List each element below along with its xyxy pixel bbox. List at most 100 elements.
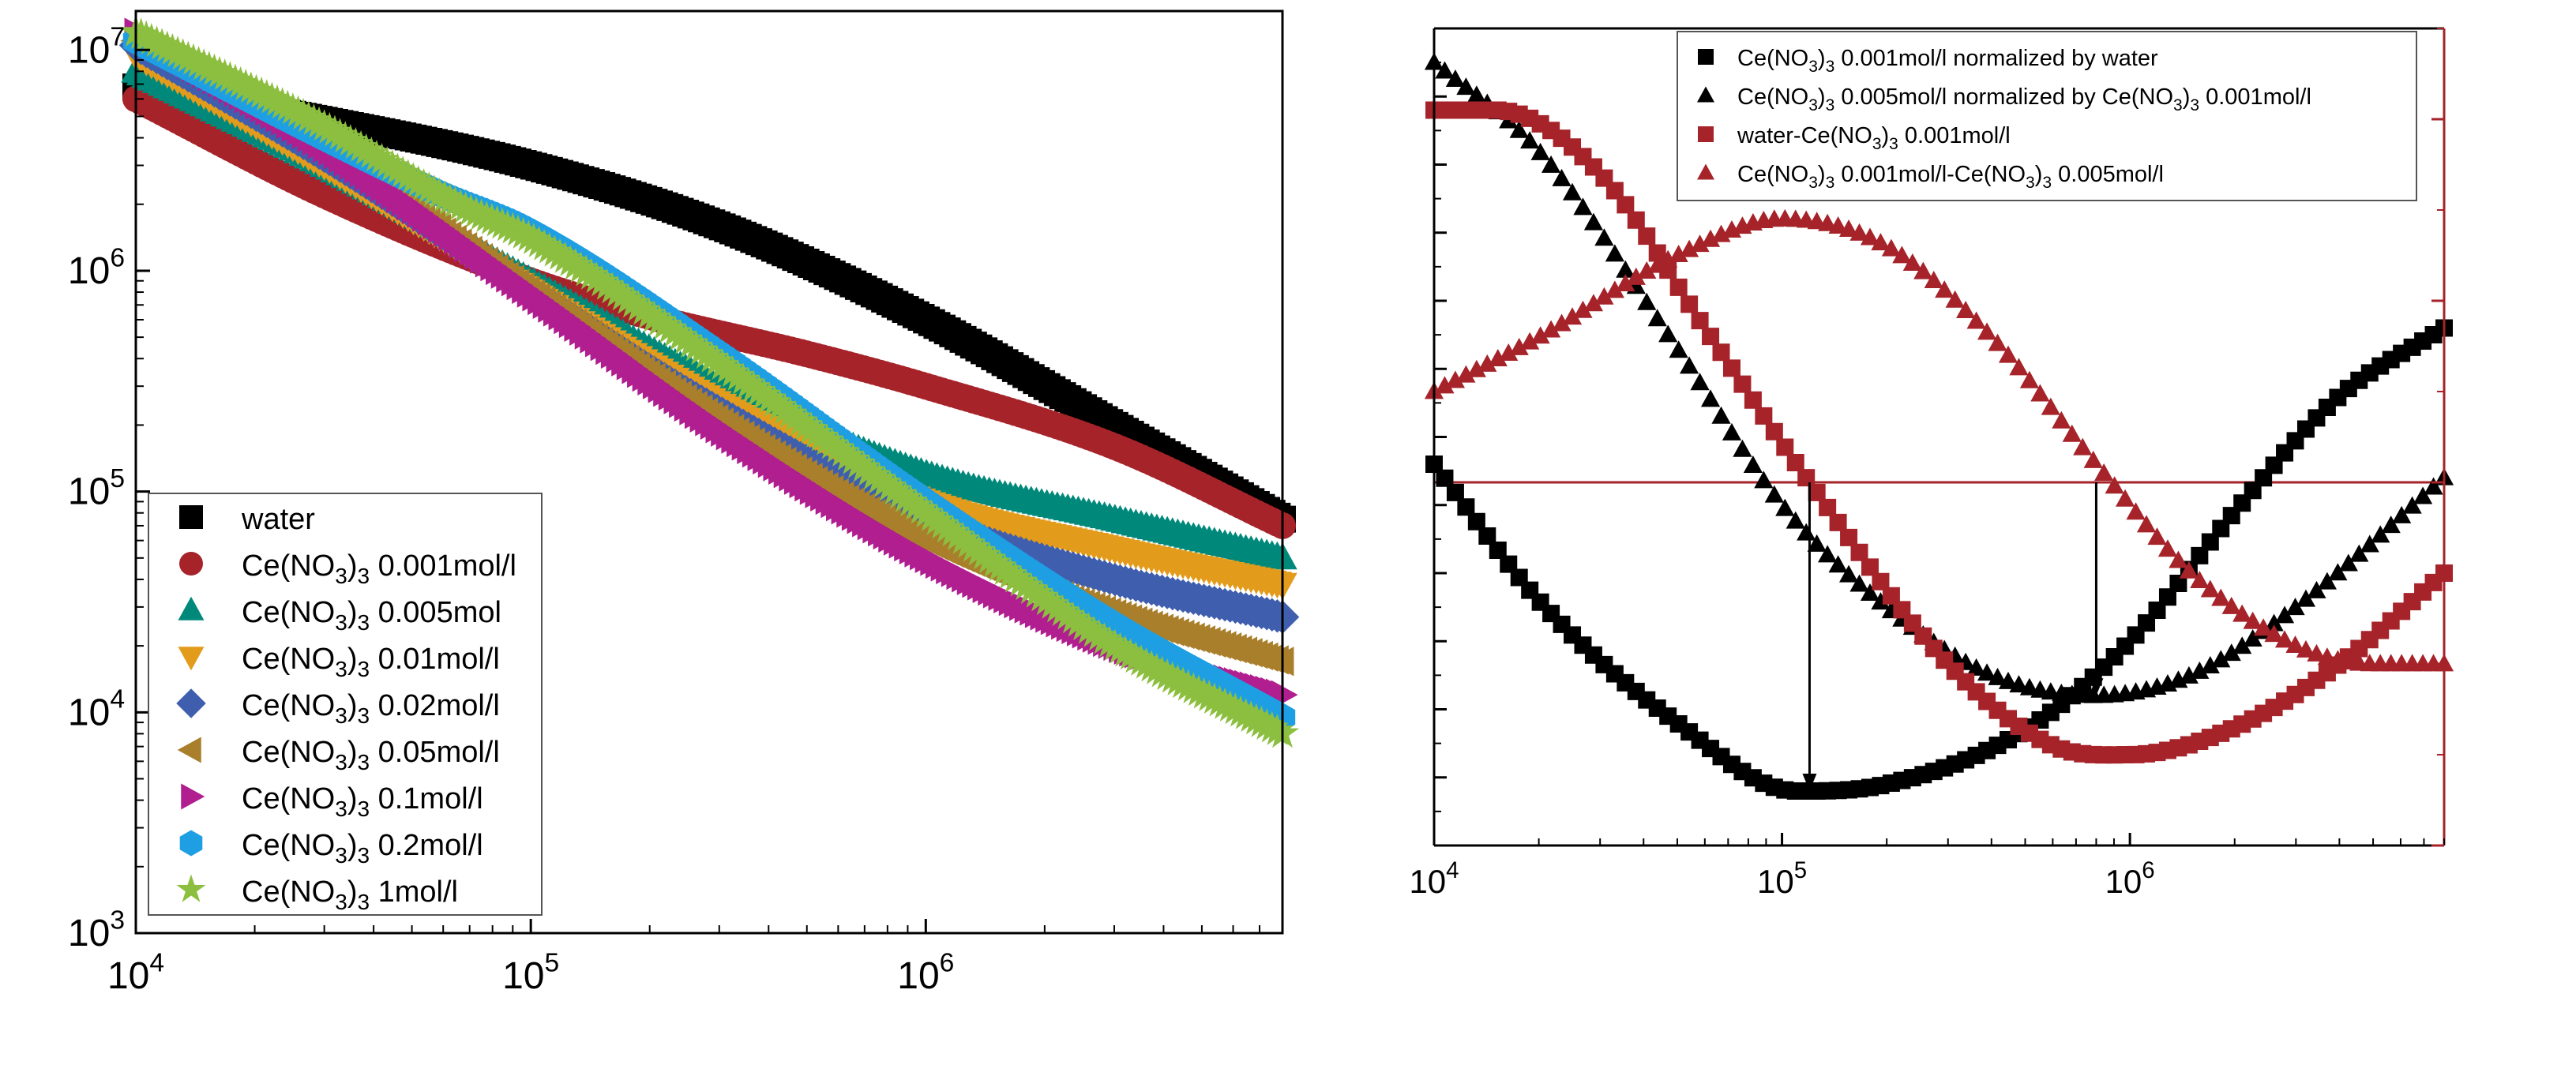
series-1-point-54 xyxy=(1998,671,2018,689)
series-1-point-4 xyxy=(1466,85,1486,103)
series-2-point-21 xyxy=(1648,244,1666,262)
series-2-point-37 xyxy=(1819,498,1837,516)
legend-label-c-8-sub: 3 xyxy=(335,890,347,914)
series-8-point-161 xyxy=(962,534,996,566)
series-1-point-11 xyxy=(1541,155,1561,173)
series-3-point-41 xyxy=(1860,227,1880,246)
legend-item-c-8: Ce(NO3)3 1mol/l xyxy=(176,874,458,914)
legend-label-d-3-part-3: 3 xyxy=(1826,174,1835,192)
legend-label-c-2-paren: ) xyxy=(347,596,358,629)
legend-label-d-1-part-4: 0.005mol/l normalized by Ce(NO xyxy=(1834,84,2173,110)
series-8-point-155 xyxy=(930,511,964,543)
series-8-point-129 xyxy=(794,411,828,444)
series-3-point-64 xyxy=(2105,476,2124,494)
series-1-point-72 xyxy=(2190,661,2210,679)
legend-label-d-3-part-7: 3 xyxy=(2042,174,2052,192)
x-tick-label-c-1-base: 10 xyxy=(502,955,544,997)
series-8-point-136 xyxy=(831,438,865,471)
series-2-point-27 xyxy=(1712,343,1730,362)
series-1-point-86 xyxy=(2338,553,2358,572)
legend-item-c-1: Ce(NO3)3 0.001mol/l xyxy=(179,549,516,588)
series-8-point-160 xyxy=(956,530,990,562)
series-2-point-43 xyxy=(1882,587,1900,605)
series-1-point-77 xyxy=(2243,629,2262,647)
legend-label-c-8-paren: ) xyxy=(347,875,358,909)
x-tick-label-c-2: 106 xyxy=(897,948,954,997)
series-8-point-120 xyxy=(747,377,781,410)
series-1-point-33 xyxy=(1775,498,1795,516)
series-2-point-44 xyxy=(1893,601,1911,619)
series-3-point-73 xyxy=(2200,579,2220,598)
series-8-point-127 xyxy=(784,404,818,437)
series-1-point-55 xyxy=(2009,675,2029,693)
legend-label-c-1-paren: ) xyxy=(347,549,358,583)
series-1-point-28 xyxy=(1722,422,1742,441)
legend-item-d-2: water-Ce(NO3)3 0.001mol/l xyxy=(1698,123,2011,153)
series-2-point-32 xyxy=(1765,422,1783,441)
legend-label-c-4-sub2: 3 xyxy=(357,703,370,728)
series-8-point-153 xyxy=(920,503,954,535)
series-8-point-170 xyxy=(1009,568,1043,601)
series-2-point-35 xyxy=(1797,469,1816,487)
x-tick-label-c-2-base: 10 xyxy=(897,955,939,997)
legend-marker-d-2 xyxy=(1698,126,1714,142)
series-3-point-23 xyxy=(1669,245,1688,263)
legend-label-d-2-part-1: 3 xyxy=(1872,135,1882,153)
series-8-point-152 xyxy=(914,499,948,531)
series-8-point-148 xyxy=(894,484,928,516)
series-2-point-26 xyxy=(1702,328,1720,346)
series-8-point-128 xyxy=(789,408,823,440)
series-1-point-13 xyxy=(1562,182,1583,201)
legend-label-c-5-sub2: 3 xyxy=(357,750,370,774)
series-3-point-57 xyxy=(2030,384,2050,402)
series-8-point-121 xyxy=(753,381,787,414)
legend-marker-c-1 xyxy=(179,552,203,575)
y-tick-label-c-0-exp: 3 xyxy=(110,905,125,935)
series-2-point-20 xyxy=(1638,227,1656,246)
series-3-point-4 xyxy=(1466,359,1486,377)
series-3-point-10 xyxy=(1530,326,1550,344)
legend-box-d xyxy=(1677,31,2417,201)
legend-label-c-7: Ce(NO3)3 0.2mol/l xyxy=(242,829,483,868)
legend-label-d-3-part-0: Ce(NO xyxy=(1737,162,1808,187)
series-3-point-39 xyxy=(1838,219,1859,238)
series-3-point-49 xyxy=(1945,290,1965,308)
series-1-point-26 xyxy=(1700,389,1721,407)
legend-marker-c-4 xyxy=(176,688,206,718)
legend-label-d-1-part-8: 0.001mol/l xyxy=(2199,84,2311,110)
legend-label-d-3-part-5: 3 xyxy=(2026,174,2035,192)
series-3-point-71 xyxy=(2179,560,2199,579)
series-3-point-69 xyxy=(2157,539,2178,557)
legend-label-c-0-main: water xyxy=(241,503,315,536)
legend-label-d-2-part-3: 3 xyxy=(1889,135,1898,153)
series-2-point-38 xyxy=(1829,513,1847,531)
series-1-point-14 xyxy=(1573,197,1593,216)
series-1-point-29 xyxy=(1733,439,1752,457)
y-tick-label-c-2-base: 10 xyxy=(68,471,110,513)
series-8-point-154 xyxy=(926,507,959,539)
legend-label-d-1: Ce(NO3)3 0.005mol/l normalized by Ce(NO3… xyxy=(1737,84,2311,114)
series-1-point-16 xyxy=(1594,228,1614,246)
series-8-point-135 xyxy=(826,435,860,467)
legend-label-c-2: Ce(NO3)3 0.005mol xyxy=(242,596,501,635)
series-3-point-81 xyxy=(2285,635,2305,653)
legend-label-c-8: Ce(NO3)3 1mol/l xyxy=(242,875,458,914)
legend-marker-c-8 xyxy=(176,874,206,902)
y-tick-label-c-1-exp: 4 xyxy=(110,685,125,714)
series-1-point-91 xyxy=(2392,505,2412,523)
series-3-point-78 xyxy=(2254,618,2274,636)
x-tick-label-c-1: 105 xyxy=(502,948,559,997)
series-3-point-18 xyxy=(1616,273,1635,291)
legend-marker-c-3 xyxy=(178,647,205,671)
series-3-point-77 xyxy=(2243,611,2262,629)
series-3-point-13 xyxy=(1562,307,1583,325)
series-2-point-40 xyxy=(1850,543,1868,561)
series-1-point-42 xyxy=(1871,592,1891,610)
series-1-point-92 xyxy=(2402,496,2422,514)
x-tick-label-c-2-exp: 6 xyxy=(940,948,955,977)
legend-label-d-0-part-3: 3 xyxy=(1826,58,1835,76)
series-3-point-26 xyxy=(1700,229,1721,247)
series-8-point-137 xyxy=(836,442,870,474)
series-3-point-8 xyxy=(1509,337,1529,355)
